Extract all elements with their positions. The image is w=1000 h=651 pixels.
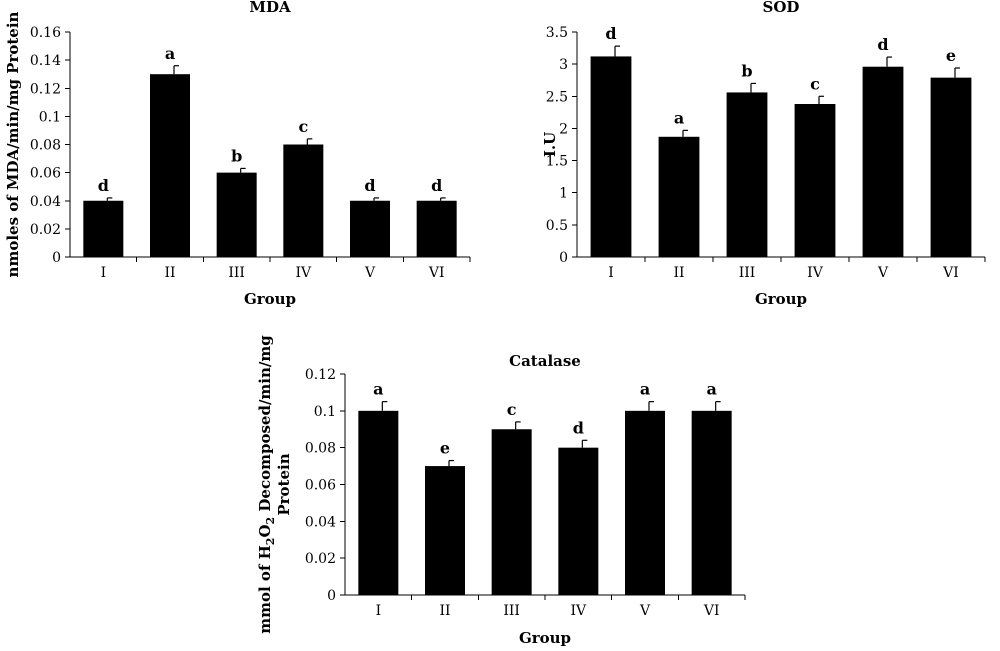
- mda-x-tick-label: V: [364, 265, 376, 281]
- sod-title: SOD: [763, 0, 800, 16]
- mda-x-tick-label: I: [101, 265, 107, 281]
- catalase-bar: [425, 466, 465, 595]
- sod-y-tick-label: 0: [559, 250, 568, 266]
- sod-bar: [590, 56, 632, 257]
- mda-x-tick-label: VI: [428, 265, 445, 281]
- mda-y-tick-label: 0.1: [39, 109, 61, 125]
- catalase-title: Catalase: [509, 352, 581, 370]
- catalase-y-tick-label: 0.06: [305, 478, 336, 494]
- sod-bar: [862, 66, 904, 257]
- sod-x-tick-label: V: [877, 265, 889, 281]
- sod-significance-letter: d: [605, 24, 616, 43]
- catalase-y-axis-label: mmol of H2O2 Decomposed/min/mg: [256, 335, 277, 634]
- sod-x-tick-label: VI: [942, 265, 959, 281]
- catalase-bar: [558, 447, 599, 595]
- sod-x-tick-label: II: [673, 265, 684, 281]
- mda-y-tick-label: 0.02: [30, 222, 61, 238]
- catalase-bar: [491, 429, 532, 595]
- mda-x-tick-label: II: [164, 265, 175, 281]
- mda-significance-letter: d: [431, 176, 442, 195]
- mda-y-tick-label: 0.08: [30, 138, 61, 154]
- catalase-y-tick-label: 0.08: [305, 441, 336, 457]
- sod-y-tick-label: 2: [559, 121, 568, 137]
- sod-y-tick-label: 3: [559, 57, 568, 73]
- catalase-bar: [358, 410, 399, 595]
- catalase-bar: [625, 410, 665, 595]
- catalase-x-axis-label: Group: [519, 629, 571, 647]
- catalase-x-tick-label: II: [439, 603, 450, 619]
- catalase-significance-letter: c: [507, 400, 517, 419]
- sod-x-tick-label: III: [739, 265, 756, 281]
- sod-y-tick-label: 2.5: [546, 89, 568, 105]
- catalase-y-tick-label: 0.1: [314, 404, 336, 420]
- mda-x-tick-label: III: [228, 265, 245, 281]
- sod-y-tick-label: 3.5: [546, 25, 568, 41]
- catalase-chart: Catalase 0 0.02 0.04 0.06 0.08 0.1 0.12 a Ie II c II…: [256, 335, 746, 647]
- mda-y-tick-label: 0.14: [30, 53, 61, 69]
- sod-y-tick-label: 1: [559, 186, 568, 202]
- sod-x-tick-label: I: [608, 265, 614, 281]
- catalase-y-tick-label: 0.02: [305, 551, 336, 567]
- sod-bar: [658, 136, 700, 257]
- mda-y-tick-label: 0.06: [30, 166, 61, 182]
- catalase-x-tick-label: VI: [703, 603, 720, 619]
- catalase-x-tick-label: V: [639, 603, 651, 619]
- catalase-y-tick-label: 0: [327, 588, 336, 604]
- sod-significance-letter: c: [810, 74, 820, 93]
- sod-significance-letter: b: [741, 61, 752, 80]
- mda-x-tick-label: IV: [296, 265, 313, 281]
- mda-bar: [283, 144, 324, 257]
- catalase-y-tick-label: 0.12: [305, 367, 336, 383]
- mda-significance-letter: b: [231, 146, 242, 165]
- sod-significance-letter: d: [877, 35, 888, 54]
- catalase-significance-letter: d: [573, 418, 584, 437]
- sod-y-tick-label: 1.5: [546, 154, 568, 170]
- mda-significance-letter: c: [298, 117, 308, 136]
- mda-x-axis-label: Group: [244, 290, 296, 308]
- sod-bar: [794, 104, 836, 257]
- mda-significance-letter: d: [98, 176, 109, 195]
- sod-x-tick-label: IV: [807, 265, 824, 281]
- catalase-x-tick-label: III: [503, 603, 520, 619]
- sod-y-tick-label: 0.5: [546, 218, 568, 234]
- catalase-significance-letter: e: [440, 439, 450, 458]
- mda-significance-letter: a: [165, 44, 175, 63]
- sod-bar: [726, 92, 768, 257]
- catalase-significance-letter: a: [706, 380, 716, 399]
- mda-significance-letter: d: [364, 176, 375, 195]
- catalase-significance-letter: a: [640, 380, 650, 399]
- mda-bar: [416, 200, 457, 257]
- mda-y-tick-label: 0: [52, 250, 61, 266]
- mda-y-tick-label: 0.16: [30, 25, 61, 41]
- mda-y-tick-label: 0.04: [30, 194, 61, 210]
- catalase-x-tick-label: IV: [571, 603, 588, 619]
- sod-x-axis-label: Group: [755, 290, 807, 308]
- mda-y-axis-label: nmoles of MDA/min/mg Protein: [4, 11, 22, 277]
- sod-significance-letter: a: [674, 108, 684, 127]
- sod-bar: [930, 77, 972, 258]
- catalase-significance-letter: a: [373, 380, 383, 399]
- sod-chart: SOD 0 0.5 1 1.5 2 2.5 3 3.5 d Ia II b III c IV d Ve VI Grou…: [541, 0, 986, 308]
- mda-chart: MDA 0 0.02 0.04 0.06 0.08 0.1 0.12 0.14 0.16 d Ia II…: [4, 0, 471, 308]
- mda-bar: [350, 200, 390, 257]
- catalase-x-tick-label: I: [376, 603, 382, 619]
- mda-title: MDA: [249, 0, 291, 16]
- sod-y-axis-label: I.U: [541, 132, 559, 157]
- mda-bar: [216, 172, 257, 257]
- catalase-y-tick-label: 0.04: [305, 514, 336, 530]
- catalase-bar: [691, 410, 732, 595]
- mda-bar: [83, 200, 124, 257]
- catalase-y-axis-label-line2: Protein: [275, 453, 293, 515]
- sod-significance-letter: e: [946, 46, 956, 65]
- mda-y-tick-label: 0.12: [30, 81, 61, 97]
- mda-bar: [150, 74, 190, 257]
